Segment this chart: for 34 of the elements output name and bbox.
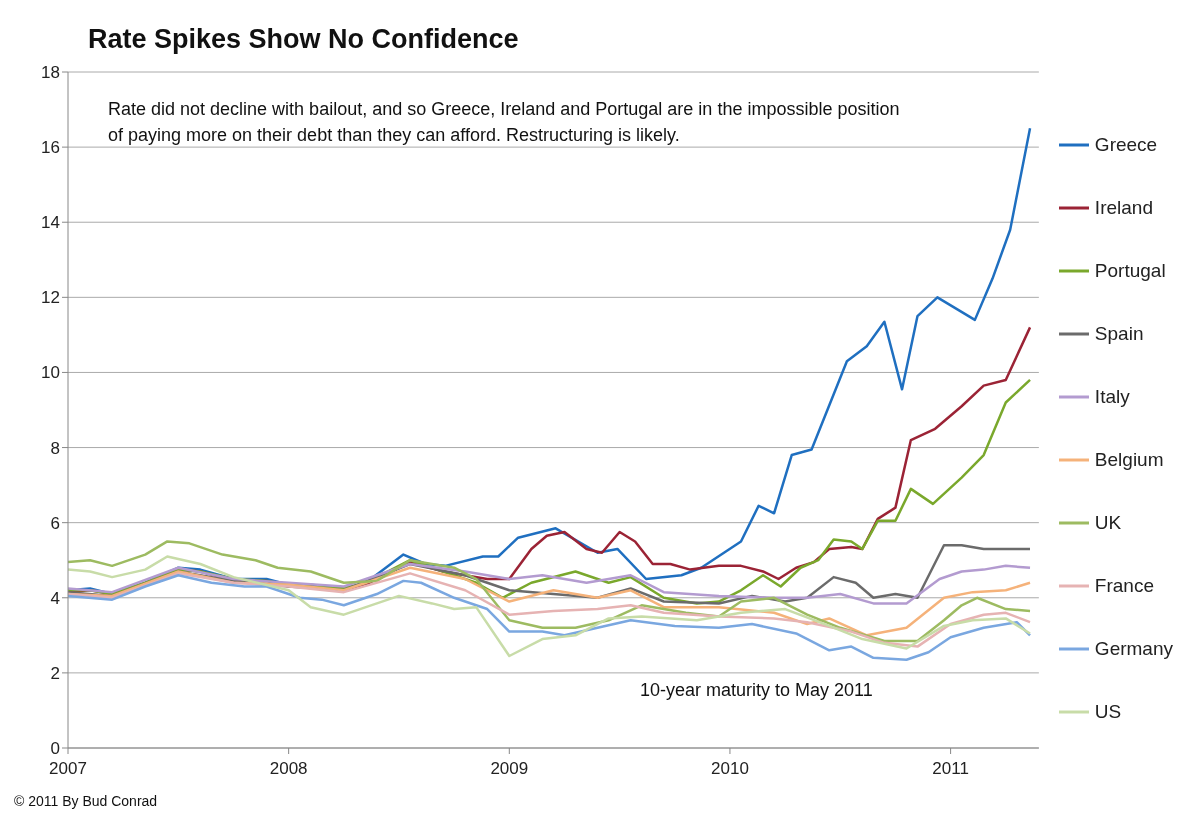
x-tick-label: 2008 bbox=[269, 759, 308, 779]
y-tick-label: 8 bbox=[50, 438, 60, 458]
legend-label: Ireland bbox=[1094, 196, 1153, 219]
x-tick-label: 2009 bbox=[490, 759, 529, 779]
y-tick-label: 6 bbox=[50, 513, 60, 533]
legend-label: Spain bbox=[1094, 322, 1144, 345]
y-tick-label: 4 bbox=[50, 588, 60, 608]
legend-label: France bbox=[1094, 574, 1154, 597]
y-tick-label: 2 bbox=[50, 663, 60, 683]
y-tick-label: 18 bbox=[41, 63, 60, 83]
legend-label: Greece bbox=[1094, 133, 1158, 156]
line-series bbox=[68, 540, 1032, 643]
y-tick-label: 16 bbox=[41, 138, 60, 158]
line-series bbox=[68, 555, 1032, 658]
legend-label: US bbox=[1094, 700, 1122, 723]
line-series bbox=[68, 573, 1032, 661]
x-tick-label: 2007 bbox=[49, 759, 87, 779]
legend-label: UK bbox=[1094, 511, 1122, 534]
y-tick-label: 14 bbox=[41, 213, 60, 233]
y-tick-label: 0 bbox=[50, 739, 60, 759]
y-tick-label: 10 bbox=[41, 363, 60, 383]
y-tick-label: 12 bbox=[41, 288, 60, 308]
annotation: Rate did not decline with bailout, and so Greece, Ireland and Portugal are in the impossible position of paying more on their debt than they can afford. Restructuring is likely. bbox=[108, 98, 901, 147]
line-series bbox=[68, 572, 1032, 648]
legend-label: Belgium bbox=[1094, 448, 1164, 471]
x-tick-label: 2010 bbox=[711, 759, 749, 779]
chart-title: Rate Spikes Show No Confidence bbox=[88, 24, 519, 55]
annotation: 10-year maturity to May 2011 bbox=[640, 680, 873, 701]
line-series bbox=[68, 562, 1032, 605]
text: © 2011 By Bud Conrad bbox=[14, 793, 158, 809]
legend-label: Portugal bbox=[1094, 259, 1166, 282]
legend-label: Germany bbox=[1094, 637, 1173, 660]
x-tick-label: 2011 bbox=[932, 759, 969, 779]
legend-label: Italy bbox=[1094, 385, 1130, 408]
